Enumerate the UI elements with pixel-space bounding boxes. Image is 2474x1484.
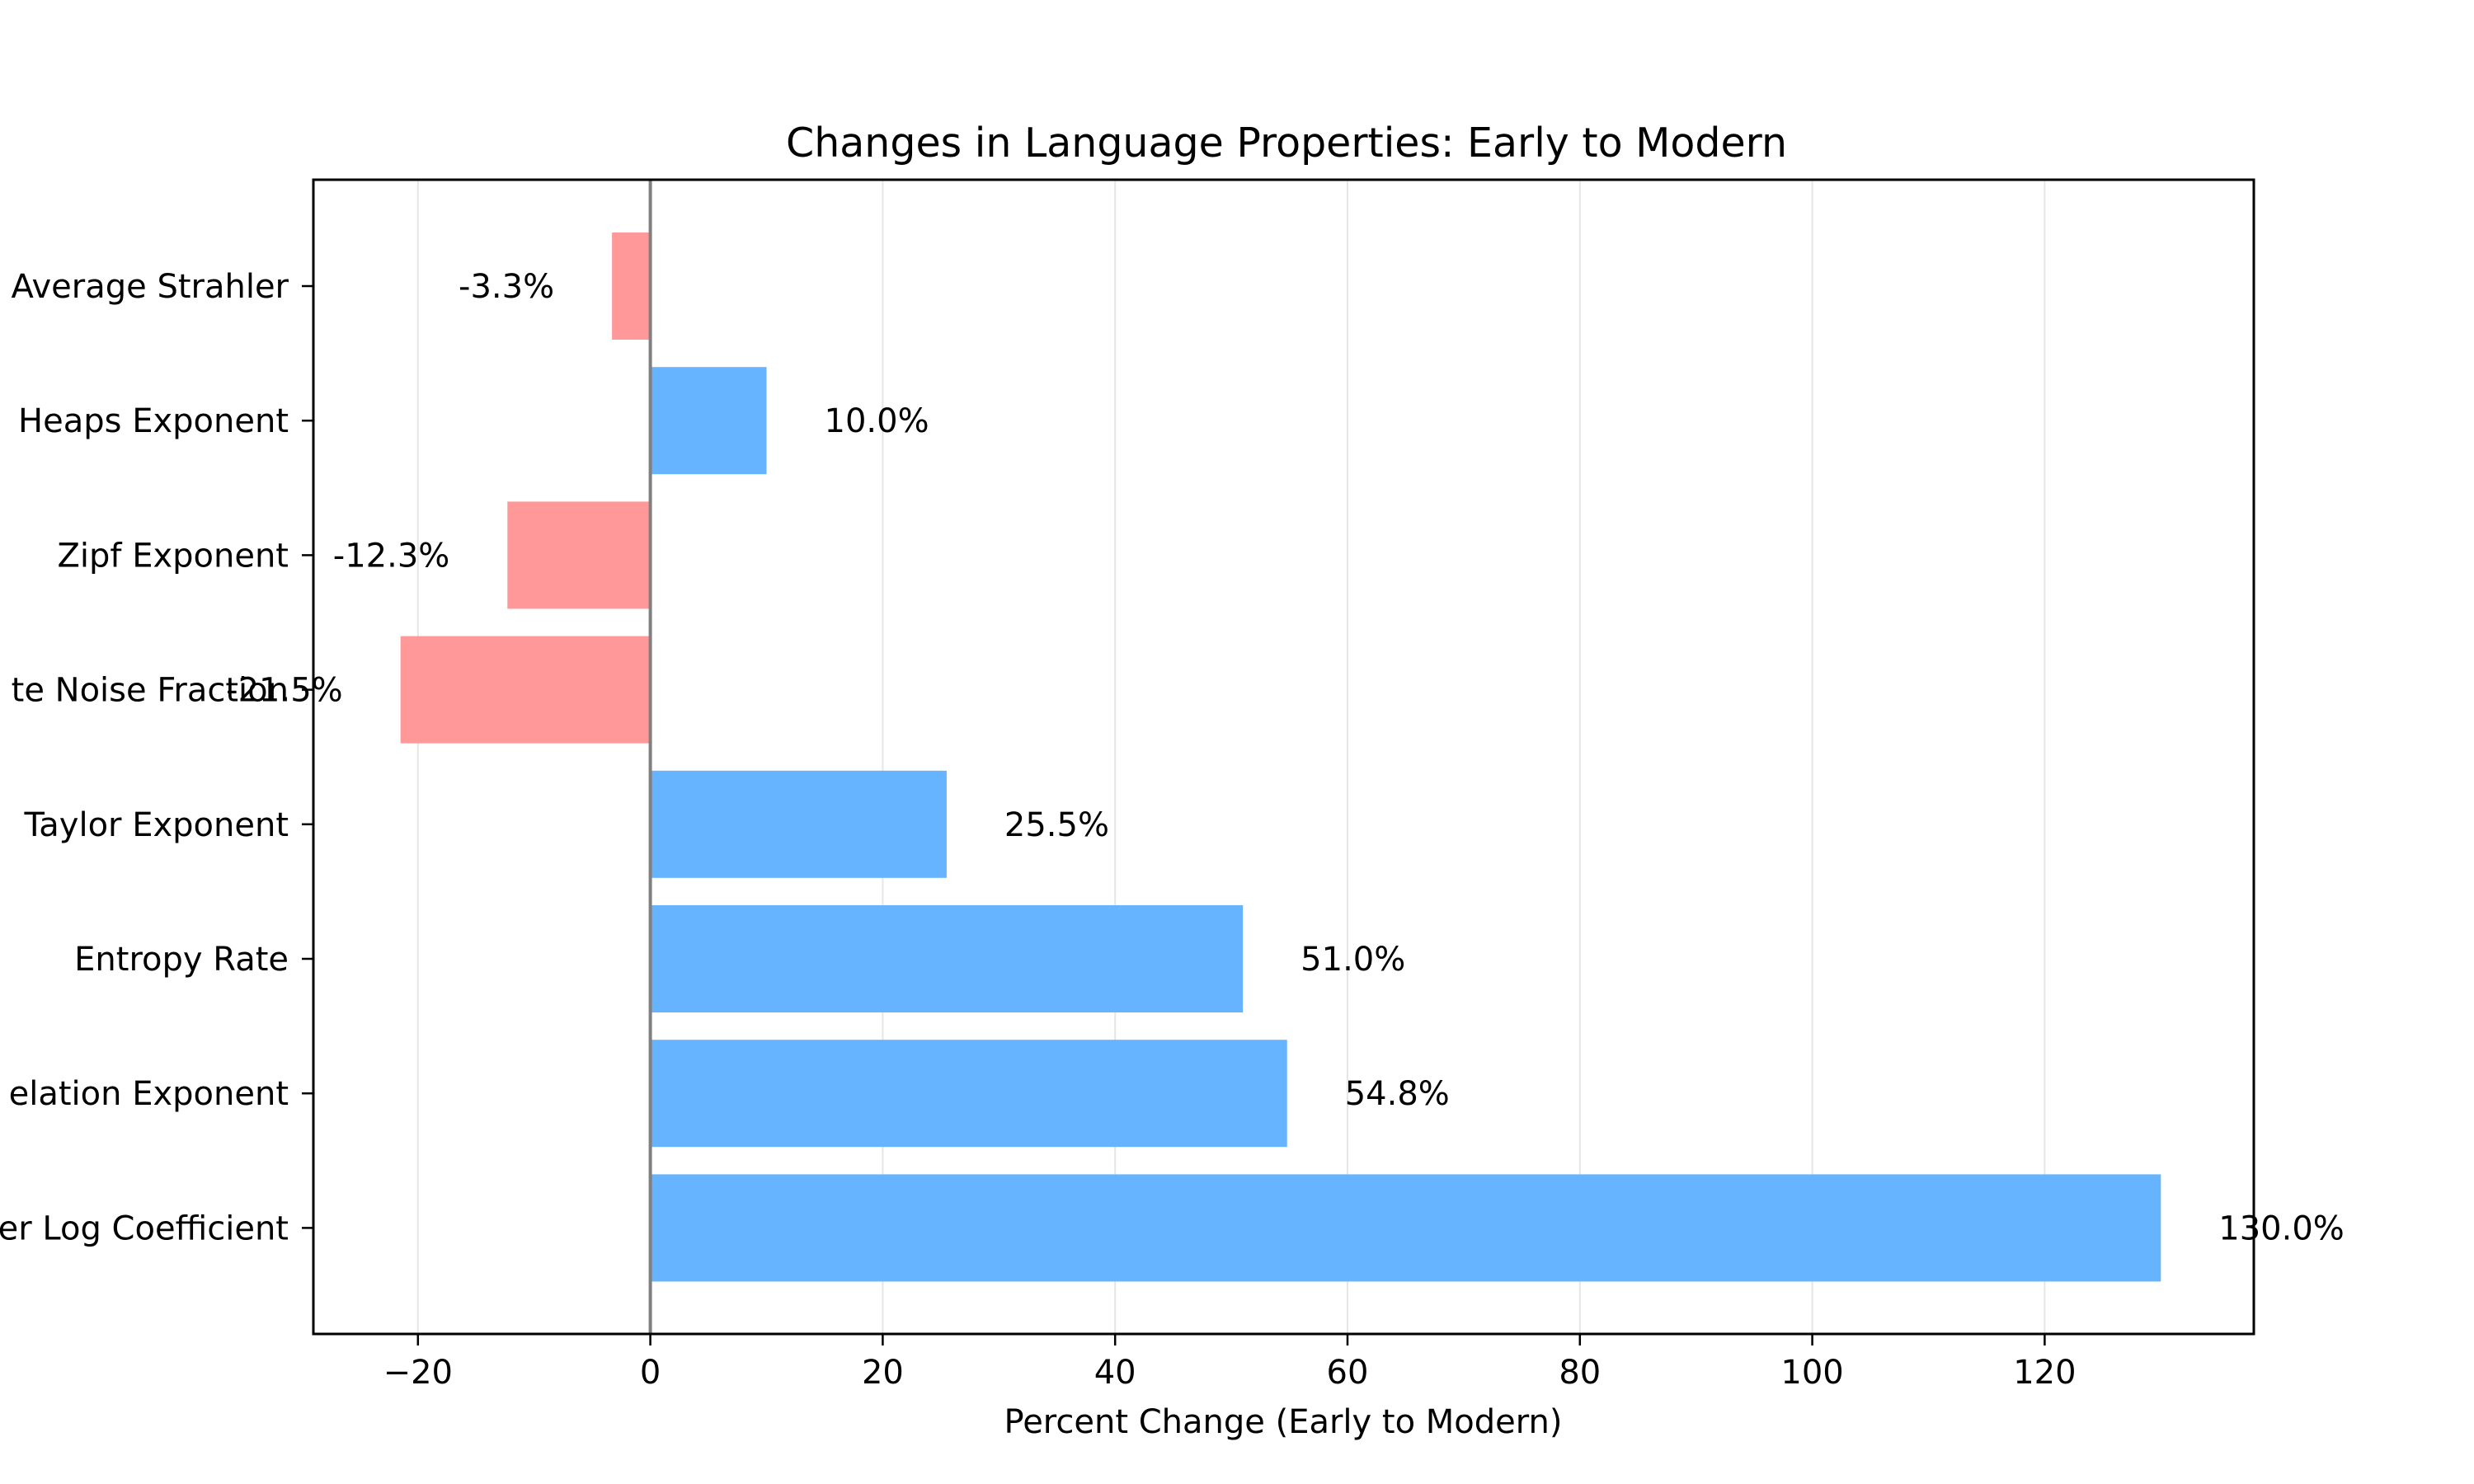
x-axis-label: Percent Change (Early to Modern)	[1004, 1403, 1563, 1441]
x-tick-label: 20	[862, 1354, 904, 1392]
bar	[612, 232, 651, 340]
bar	[650, 1040, 1287, 1148]
grid-lines	[416, 180, 2046, 1334]
bar	[650, 367, 767, 475]
y-tick-label: er Log Coefficient	[0, 1209, 289, 1247]
bar-value-label: 51.0%	[1300, 941, 1405, 979]
bar-value-label: 130.0%	[2218, 1209, 2345, 1247]
bar-value-label: 10.0%	[825, 402, 929, 440]
bar-value-labels: -3.3% 10.0% -12.3% -21.5% 25.5% 51.0% 54.8% 130…	[226, 268, 2345, 1247]
chart-title: Changes in Language Properties: Early to…	[786, 120, 1787, 167]
plot-frame	[312, 178, 2255, 1336]
y-axis-ticks: Average Strahler Heaps Exponent Zipf Expon…	[0, 268, 313, 1247]
y-tick-label: te Noise Fraction	[12, 672, 289, 710]
x-tick-label: 40	[1094, 1354, 1136, 1392]
bar	[650, 905, 1244, 1012]
y-tick-label: elation Exponent	[9, 1075, 289, 1113]
x-tick-label: −20	[383, 1354, 453, 1392]
bar	[507, 501, 651, 609]
y-tick-label: Taylor Exponent	[23, 806, 289, 844]
bar	[650, 1174, 2161, 1282]
x-tick-label: 0	[640, 1354, 661, 1392]
x-axis-ticks: −20 0 20 40 60 80 100 120	[383, 1334, 2077, 1392]
bar	[400, 636, 651, 744]
bar-value-label: -12.3%	[333, 537, 450, 575]
bar-value-label: 25.5%	[1004, 806, 1109, 844]
bar-value-label: -21.5%	[226, 672, 343, 710]
bars	[400, 232, 2161, 1282]
x-tick-label: 120	[2013, 1354, 2076, 1392]
y-tick-label: Heaps Exponent	[18, 402, 289, 440]
bar-value-label: -3.3%	[459, 268, 554, 306]
bar	[650, 770, 947, 878]
x-tick-label: 60	[1327, 1354, 1369, 1392]
y-tick-label: Entropy Rate	[74, 941, 289, 979]
y-tick-label: Average Strahler	[11, 268, 289, 306]
y-tick-label: Zipf Exponent	[57, 537, 289, 575]
bar-value-label: 54.8%	[1345, 1075, 1450, 1113]
x-tick-label: 100	[1780, 1354, 1843, 1392]
x-tick-label: 80	[1559, 1354, 1601, 1392]
